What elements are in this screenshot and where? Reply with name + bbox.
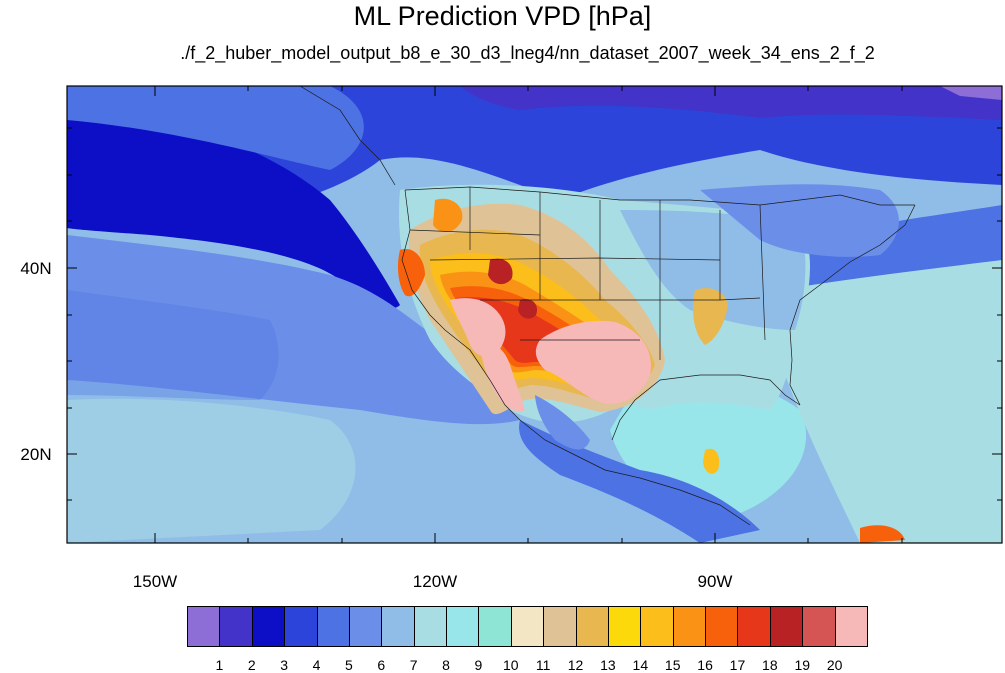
colorbar-label: 16	[697, 657, 713, 673]
colorbar-swatch	[284, 606, 318, 647]
colorbar-label: 4	[312, 657, 321, 673]
lon-label-150w: 150W	[133, 572, 177, 591]
vpd-map: 40N 20N 150W 120W 90W	[20, 85, 1003, 591]
vpd-field	[67, 86, 1002, 543]
map-title: ML Prediction VPD [hPa]	[353, 1, 652, 31]
lon-label-90w: 90W	[698, 572, 733, 591]
colorbar-label: 18	[762, 657, 778, 673]
colorbar-swatch	[607, 606, 642, 647]
colorbar-label: 2	[247, 657, 256, 673]
colorbar-swatch	[316, 606, 350, 647]
colorbar-swatch	[737, 606, 771, 647]
colorbar-swatch	[187, 606, 221, 647]
colorbar-label: 20	[826, 657, 843, 673]
colorbar-swatch	[446, 606, 480, 647]
colorbar-label: 13	[600, 657, 616, 673]
colorbar-label: 19	[794, 657, 811, 673]
colorbar-swatch	[413, 606, 448, 647]
colorbar-swatch	[348, 606, 383, 647]
colorbar-swatch	[769, 606, 804, 647]
axis-ticks	[67, 86, 1002, 543]
colorbar-label: 6	[377, 657, 386, 673]
map-subtitle: ./f_2_huber_model_output_b8_e_30_d3_lneg…	[180, 43, 875, 63]
lat-label-40n: 40N	[20, 259, 51, 278]
colorbar-label: 7	[409, 657, 418, 673]
colorbar-swatch	[672, 606, 707, 647]
colorbar: 1 2 3 4 5 6 7 8 9 10 11 12 13 14 15 16 17 18 19 20	[187, 606, 868, 673]
colorbar-label: 1	[215, 657, 224, 673]
colorbar-label: 9	[474, 657, 483, 673]
lat-label-20n: 20N	[20, 445, 51, 464]
colorbar-label: 5	[344, 657, 353, 673]
colorbar-label: 10	[503, 657, 519, 673]
boundary-lines	[299, 86, 916, 526]
colorbar-label: 12	[567, 657, 584, 673]
colorbar-swatch	[802, 606, 836, 647]
colorbar-swatch	[705, 606, 739, 647]
colorbar-label: 11	[535, 657, 551, 673]
colorbar-swatch	[251, 606, 286, 647]
colorbar-label: 14	[632, 657, 649, 673]
colorbar-swatch	[575, 606, 609, 647]
colorbar-swatch	[834, 606, 868, 647]
colorbar-swatch	[478, 606, 512, 647]
colorbar-label: 3	[280, 657, 289, 673]
colorbar-label: 17	[729, 657, 746, 673]
colorbar-swatch	[640, 606, 674, 647]
lon-label-120w: 120W	[413, 572, 457, 591]
colorbar-swatch	[543, 606, 577, 647]
colorbar-swatch	[510, 606, 545, 647]
colorbar-label: 8	[442, 657, 450, 673]
colorbar-swatch	[381, 606, 415, 647]
colorbar-label: 15	[664, 657, 681, 673]
colorbar-swatch	[219, 606, 253, 647]
